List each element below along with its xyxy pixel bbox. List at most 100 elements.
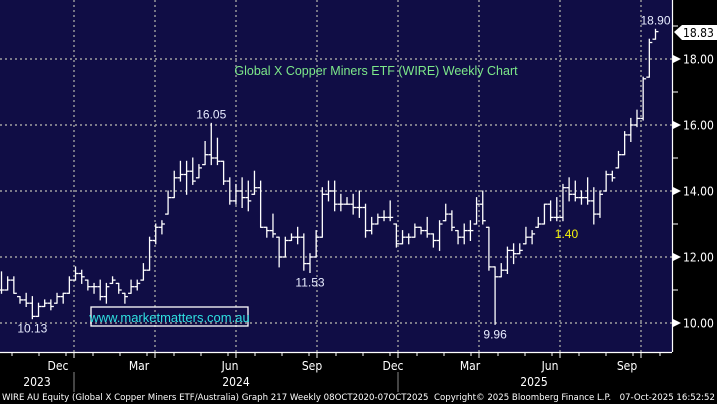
ohlc-bar — [146, 236, 153, 271]
ohlc-bar — [245, 180, 252, 212]
ohlc-bar — [171, 170, 178, 199]
ohlc-bar — [165, 190, 172, 215]
y-tick-label: 12.00 — [683, 251, 714, 265]
ohlc-bar — [498, 263, 505, 278]
ohlc-bar — [559, 183, 566, 222]
footer-copyright: Copyright© 2025 Bloomberg Finance L.P. — [434, 393, 611, 403]
y-tick-label: 18.00 — [683, 53, 714, 67]
ohlc-bar — [516, 243, 523, 255]
ohlc-bar — [189, 157, 196, 185]
ohlc-bar — [226, 177, 233, 205]
ohlc-bar — [473, 197, 480, 225]
ohlc-bar — [405, 233, 412, 245]
price-annotation: 11.53 — [295, 276, 324, 290]
ohlc-bar — [467, 220, 474, 241]
ohlc-bar — [140, 263, 147, 281]
ohlc-bar — [319, 187, 326, 238]
ohlc-bar — [35, 302, 42, 318]
ohlc-bar — [522, 226, 529, 245]
ohlc-bar — [541, 203, 548, 225]
ohlc-bar — [78, 269, 85, 284]
ohlc-bar — [294, 226, 301, 245]
watermark-link[interactable]: www.marketmatters.com.au — [88, 310, 249, 325]
y-tick-marker — [673, 121, 681, 129]
ohlc-bar — [399, 230, 406, 245]
ohlc-bar — [418, 226, 425, 235]
annotations: 18.90 16.05 11.53 10.13 9.96 1.40 — [17, 13, 671, 341]
ohlc-bar — [640, 76, 647, 121]
ohlc-bar — [91, 282, 98, 294]
ohlc-bar — [10, 276, 17, 294]
ohlc-bar — [152, 223, 159, 245]
x-year-label: 2025 — [520, 375, 547, 389]
ohlc-bar — [313, 230, 320, 258]
y-tick-marker — [673, 187, 681, 195]
ohlc-bar — [0, 271, 5, 294]
x-month-label: Sep — [617, 359, 638, 373]
ohlc-bars — [0, 28, 659, 325]
y-tick-marker — [673, 55, 681, 63]
ohlc-bar — [609, 170, 616, 182]
ohlc-bar — [220, 160, 227, 185]
footer-timestamp: 07-Oct-2025 16:52:52 — [620, 393, 715, 403]
ohlc-bar — [195, 164, 202, 179]
ohlc-bar — [504, 246, 511, 274]
ohlc-bar — [103, 282, 110, 304]
gridlines — [0, 0, 672, 352]
ohlc-bar — [510, 243, 517, 265]
watermark-box — [90, 306, 249, 327]
ohlc-bar — [344, 197, 351, 205]
ohlc-bar — [529, 230, 536, 245]
ohlc-bar — [128, 279, 135, 294]
ohlc-bar — [590, 187, 597, 225]
ohlc-bar — [547, 200, 554, 222]
ohlc-bar — [411, 223, 418, 238]
ohlc-bar — [356, 190, 363, 218]
x-month-label: Mar — [460, 359, 481, 373]
y-tick-label: 16.00 — [683, 119, 714, 133]
ohlc-bar — [276, 236, 283, 268]
x-month-label: Dec — [48, 359, 69, 373]
ohlc-bar — [202, 141, 209, 166]
ohlc-bar — [54, 292, 61, 304]
ohlc-bar — [615, 150, 622, 169]
ohlc-bar — [553, 197, 560, 222]
ohlc-bar — [368, 216, 375, 235]
ohlc-bar — [485, 226, 492, 271]
footer-description: WIRE AU Equity (Global X Copper Miners E… — [2, 393, 428, 403]
ohlc-bar — [633, 109, 640, 128]
x-month-label: Jun — [541, 359, 559, 373]
ohlc-bar — [596, 190, 603, 218]
ohlc-bar — [257, 180, 264, 228]
ohlc-bar — [584, 177, 591, 205]
ohlc-bar — [232, 183, 239, 205]
price-annotation: 18.90 — [640, 13, 670, 27]
ohlc-bar — [362, 203, 369, 238]
x-year-label: 2024 — [222, 375, 250, 389]
price-annotation: 10.13 — [17, 322, 47, 336]
x-axis: Dec Mar Jun Sep Dec Mar Jun Sep 2023 2024 2025 — [11, 352, 661, 392]
ohlc-bar — [41, 299, 48, 308]
x-month-label: Dec — [383, 359, 404, 373]
ohlc-bar — [424, 216, 431, 238]
ohlc-bar — [109, 276, 116, 285]
ohlc-bar — [442, 203, 449, 222]
ohlc-bar — [306, 253, 313, 274]
ohlc-bar — [183, 160, 190, 195]
ohlc-bar — [97, 279, 104, 301]
ohlc-bar — [115, 282, 122, 294]
price-annotation: 9.96 — [483, 327, 507, 341]
ohlc-bar — [387, 200, 394, 222]
ohlc-bar — [374, 213, 381, 225]
ohlc-bar — [430, 233, 437, 248]
ohlc-bar — [492, 266, 499, 325]
y-axis: 10.00 12.00 14.00 16.00 18.00 — [673, 25, 714, 331]
ohlc-bar — [455, 229, 462, 245]
ohlc-bar — [134, 279, 141, 291]
ohlc-bar — [448, 210, 455, 232]
ohlc-bar — [60, 292, 67, 304]
ohlc-bar — [121, 292, 128, 304]
ohlc-bar — [621, 131, 628, 156]
ohlc-bar — [84, 279, 91, 291]
